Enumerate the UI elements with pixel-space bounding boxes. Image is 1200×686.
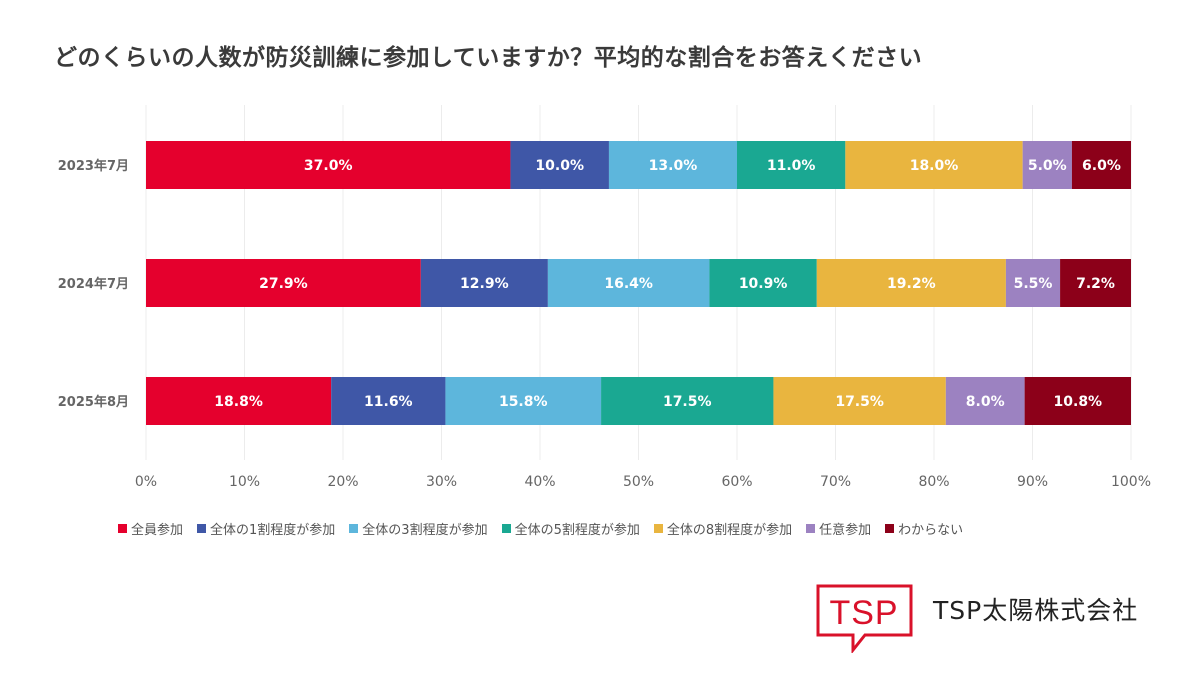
data-label: 10.9% xyxy=(739,276,788,292)
category-labels: 2023年7月 2024年7月 2025年8月 xyxy=(58,158,129,410)
legend-item: 任意参加 xyxy=(806,519,871,538)
legend-swatch xyxy=(197,524,207,533)
data-label: 5.5% xyxy=(1014,276,1053,292)
legend-label: 全体の5割程度が参加 xyxy=(514,523,640,538)
category-label: 2025年8月 xyxy=(58,394,129,410)
data-label: 18.8% xyxy=(214,394,263,410)
bar-segment xyxy=(709,259,817,307)
data-label: 11.6% xyxy=(364,394,413,410)
bar-segment xyxy=(510,141,609,189)
logo-speech-bubble xyxy=(816,584,913,653)
legend-swatch xyxy=(653,524,663,533)
data-label: 12.9% xyxy=(460,276,509,292)
legend-swatch xyxy=(501,524,511,533)
x-tick-label: 10% xyxy=(229,474,260,490)
x-tick-label: 40% xyxy=(524,474,555,490)
bar-segment xyxy=(608,141,737,189)
data-label: 27.9% xyxy=(259,276,308,292)
x-tick-label: 0% xyxy=(135,474,157,490)
legend-item: わからない xyxy=(885,519,963,538)
bar-segment xyxy=(146,377,332,425)
legend-item: 全体の8割程度が参加 xyxy=(653,519,793,538)
x-axis-ticks: 0% 10% 20% 30% 40% 50% 60% 70% 80% 90% 100% xyxy=(135,474,1151,490)
data-label: 16.4% xyxy=(604,276,653,292)
legend-label: 全員参加 xyxy=(131,523,184,538)
bar-segment xyxy=(845,141,1023,189)
data-label: 5.0% xyxy=(1028,158,1067,174)
x-tick-label: 60% xyxy=(721,474,752,490)
data-label: 13.0% xyxy=(649,158,698,174)
bar-segment xyxy=(773,377,946,425)
x-tick-label: 100% xyxy=(1111,474,1151,490)
bar-segment xyxy=(1022,141,1072,189)
bar-segment xyxy=(601,377,774,425)
x-tick-label: 30% xyxy=(426,474,457,490)
legend-swatch xyxy=(885,524,895,533)
legend-label: わからない xyxy=(898,523,964,538)
category-label: 2023年7月 xyxy=(58,158,129,174)
legend-label: 全体の3割程度が参加 xyxy=(362,523,488,538)
legend-item: 全体の5割程度が参加 xyxy=(501,519,640,538)
x-tick-label: 50% xyxy=(623,474,654,490)
data-label: 17.5% xyxy=(835,394,884,410)
bar-segment xyxy=(146,141,511,189)
company-name: TSP太陽株式会社 xyxy=(933,596,1139,625)
bars: 37.0% 10.0% 13.0% 11.0% 18.0% 5.0% 6.0% 27.9% 12… xyxy=(146,141,1131,425)
legend-label: 全体の1割程度が参加 xyxy=(210,523,336,538)
legend-item: 全員参加 xyxy=(118,519,183,538)
tsp-logo: TSP xyxy=(816,584,913,653)
data-label: 10.8% xyxy=(1054,394,1103,410)
bar-segment xyxy=(945,377,1025,425)
data-label: 17.5% xyxy=(663,394,712,410)
x-tick-label: 20% xyxy=(327,474,358,490)
bar-segment xyxy=(547,259,710,307)
data-label: 19.2% xyxy=(887,276,936,292)
data-label: 6.0% xyxy=(1082,158,1121,174)
data-label: 37.0% xyxy=(304,158,353,174)
bar-segment xyxy=(816,259,1006,307)
chart-title: どのくらいの人数が防災訓練に参加していますか？平均的な割合をお答えください xyxy=(54,45,923,71)
bar-segment xyxy=(1005,259,1061,307)
data-label: 10.0% xyxy=(535,158,584,174)
legend: 全員参加 全体の1割程度が参加 全体の3割程度が参加 全体の5割程度が参加 全体の8割程… xyxy=(118,519,963,538)
bar-segment xyxy=(1071,141,1131,189)
legend-label: 任意参加 xyxy=(819,523,872,538)
data-label: 7.2% xyxy=(1076,276,1115,292)
legend-swatch xyxy=(349,524,359,533)
bar-segment xyxy=(737,141,846,189)
data-label: 11.0% xyxy=(767,158,816,174)
data-label: 8.0% xyxy=(966,394,1005,410)
bar-segment xyxy=(445,377,602,425)
x-tick-label: 90% xyxy=(1017,474,1048,490)
data-label: 18.0% xyxy=(910,158,959,174)
legend-item: 全体の1割程度が参加 xyxy=(197,519,335,538)
x-tick-label: 80% xyxy=(918,474,949,490)
x-tick-label: 70% xyxy=(820,474,851,490)
logo-text: TSP xyxy=(829,594,898,632)
category-label: 2024年7月 xyxy=(58,276,129,292)
stacked-bar-chart: 37.0% 10.0% 13.0% 11.0% 18.0% 5.0% 6.0% 27.9% 12… xyxy=(58,105,1151,490)
bar-segment xyxy=(331,377,446,425)
bar-segment xyxy=(420,259,548,307)
legend-label: 全体の8割程度が参加 xyxy=(666,523,793,538)
bar-segment xyxy=(146,259,421,307)
data-label: 15.8% xyxy=(499,394,548,410)
legend-swatch xyxy=(118,524,127,533)
bar-segment xyxy=(1060,259,1131,307)
legend-swatch xyxy=(806,524,816,533)
bar-segment xyxy=(1024,377,1131,425)
legend-item: 全体の3割程度が参加 xyxy=(349,519,488,538)
